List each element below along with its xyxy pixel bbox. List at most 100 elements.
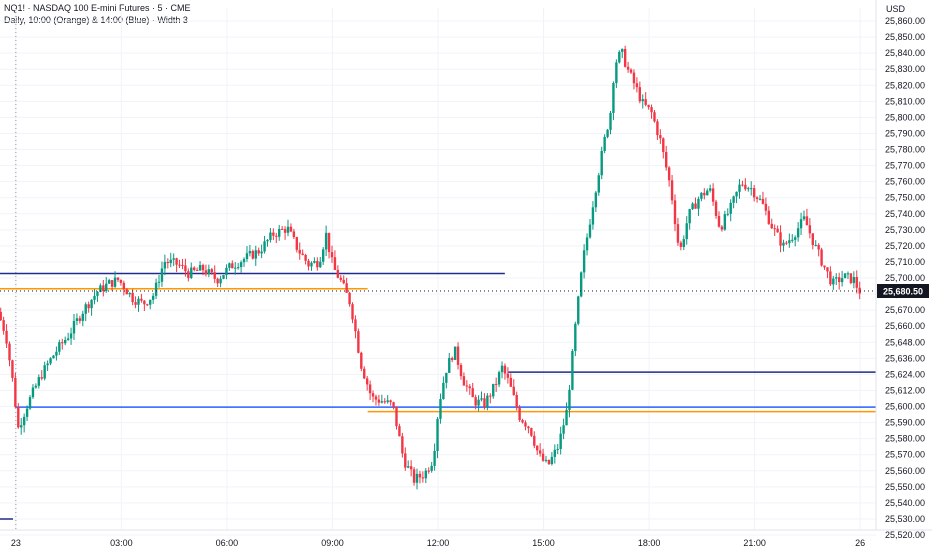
candle-body bbox=[714, 201, 718, 216]
candle-body bbox=[445, 372, 448, 383]
candle-body bbox=[849, 273, 853, 284]
price-tick-label: 25,780.00 bbox=[885, 145, 925, 155]
price-tick-label: 25,700.00 bbox=[885, 273, 925, 283]
candle-body bbox=[442, 382, 445, 400]
candle-body bbox=[11, 360, 14, 378]
time-tick-label: 23 bbox=[11, 538, 21, 548]
candle-body bbox=[260, 251, 263, 254]
time-tick-label: 18:00 bbox=[638, 538, 661, 548]
candle-body bbox=[365, 378, 369, 385]
candle-body bbox=[154, 282, 158, 296]
candle-body bbox=[327, 232, 331, 253]
time-tick-label: 21:00 bbox=[743, 538, 766, 548]
last-price-value: 25,680.50 bbox=[883, 287, 923, 297]
candle-body bbox=[169, 259, 172, 264]
candle-body bbox=[283, 229, 287, 233]
price-tick-label: 25,830.00 bbox=[885, 64, 925, 74]
candle-body bbox=[553, 449, 556, 457]
candle-body bbox=[213, 272, 216, 279]
candle-body bbox=[515, 394, 518, 408]
candle-body bbox=[43, 365, 46, 379]
currency-label[interactable]: USD bbox=[886, 4, 906, 14]
candle-body bbox=[160, 268, 164, 282]
candle-body bbox=[665, 152, 668, 168]
candle-body bbox=[348, 292, 351, 305]
candle-body bbox=[321, 249, 325, 262]
candle-body bbox=[72, 320, 76, 334]
candle-body bbox=[116, 277, 120, 280]
candle-body bbox=[852, 277, 856, 284]
candle-body bbox=[626, 66, 630, 70]
candle-body bbox=[588, 224, 592, 238]
candle-body bbox=[175, 258, 178, 265]
candle-body bbox=[808, 225, 812, 234]
candle-body bbox=[600, 150, 603, 176]
candle-body bbox=[149, 299, 152, 305]
candle-body bbox=[181, 264, 184, 266]
price-tick-label: 25,720.00 bbox=[885, 241, 925, 251]
candle-body bbox=[820, 249, 823, 266]
price-tick-label: 25,636.00 bbox=[885, 353, 925, 363]
candle-body bbox=[811, 233, 814, 245]
candle-body bbox=[641, 99, 644, 102]
candle-body bbox=[741, 184, 744, 186]
candle-body bbox=[245, 253, 249, 260]
candle-body bbox=[266, 240, 269, 242]
candle-body bbox=[635, 83, 639, 88]
candle-body bbox=[31, 387, 35, 398]
candle-body bbox=[459, 364, 463, 377]
candle-body bbox=[8, 343, 11, 361]
candle-body bbox=[591, 207, 595, 225]
candle-body bbox=[618, 51, 621, 63]
candle-body bbox=[383, 401, 386, 403]
candle-body bbox=[236, 267, 240, 269]
candle-body bbox=[295, 237, 299, 250]
candle-body bbox=[659, 135, 662, 139]
candle-body bbox=[424, 470, 428, 479]
price-tick-label: 25,710.00 bbox=[885, 257, 925, 267]
candle-body bbox=[732, 196, 735, 203]
candle-body bbox=[125, 289, 128, 295]
candle-body bbox=[612, 83, 615, 113]
price-tick-label: 25,740.00 bbox=[885, 209, 925, 219]
candle-body bbox=[222, 275, 225, 279]
candle-body bbox=[254, 250, 257, 259]
candle-body bbox=[436, 418, 439, 451]
candle-body bbox=[653, 112, 656, 122]
candle-body bbox=[49, 358, 52, 364]
candle-body bbox=[582, 250, 586, 273]
candle-body bbox=[477, 399, 480, 406]
price-tick-label: 25,570.00 bbox=[885, 450, 925, 460]
candle-body bbox=[354, 319, 357, 332]
candle-body bbox=[242, 259, 246, 263]
candle-body bbox=[776, 228, 779, 233]
time-axis[interactable]: 23 03:00 06:00 09:00 12:00 15:00 18:00 21:00 26 bbox=[11, 538, 865, 548]
candle-body bbox=[726, 213, 729, 215]
candle-body bbox=[184, 265, 187, 272]
indicator-header: Daily, 10:00 (Orange) & 14:00 (Blue) · W… bbox=[4, 15, 188, 25]
candle-body bbox=[134, 302, 137, 305]
candle-body bbox=[744, 184, 747, 190]
candle-body bbox=[574, 323, 577, 352]
price-axis[interactable]: 25,860.00 25,850.00 25,840.00 25,830.00 25,8… bbox=[885, 16, 925, 540]
candle-body bbox=[609, 112, 612, 130]
candle-body bbox=[231, 263, 234, 269]
candle-body bbox=[858, 287, 861, 294]
candle-body bbox=[832, 278, 835, 285]
last-price-tag: 25,680.50 bbox=[877, 284, 929, 299]
candle-body bbox=[61, 342, 64, 344]
candle-body bbox=[342, 279, 345, 284]
candle-body bbox=[380, 401, 384, 403]
candle-body bbox=[524, 422, 527, 427]
candle-body bbox=[837, 277, 841, 283]
candle-body bbox=[269, 232, 272, 241]
candle-body bbox=[172, 258, 175, 260]
price-tick-label: 25,624.00 bbox=[885, 369, 925, 379]
candle-body bbox=[5, 330, 8, 344]
price-tick-label: 25,850.00 bbox=[885, 32, 925, 42]
price-tick-label: 25,840.00 bbox=[885, 48, 925, 58]
candle-body bbox=[137, 298, 140, 305]
candle-body bbox=[544, 459, 548, 461]
candle-body bbox=[676, 224, 680, 243]
